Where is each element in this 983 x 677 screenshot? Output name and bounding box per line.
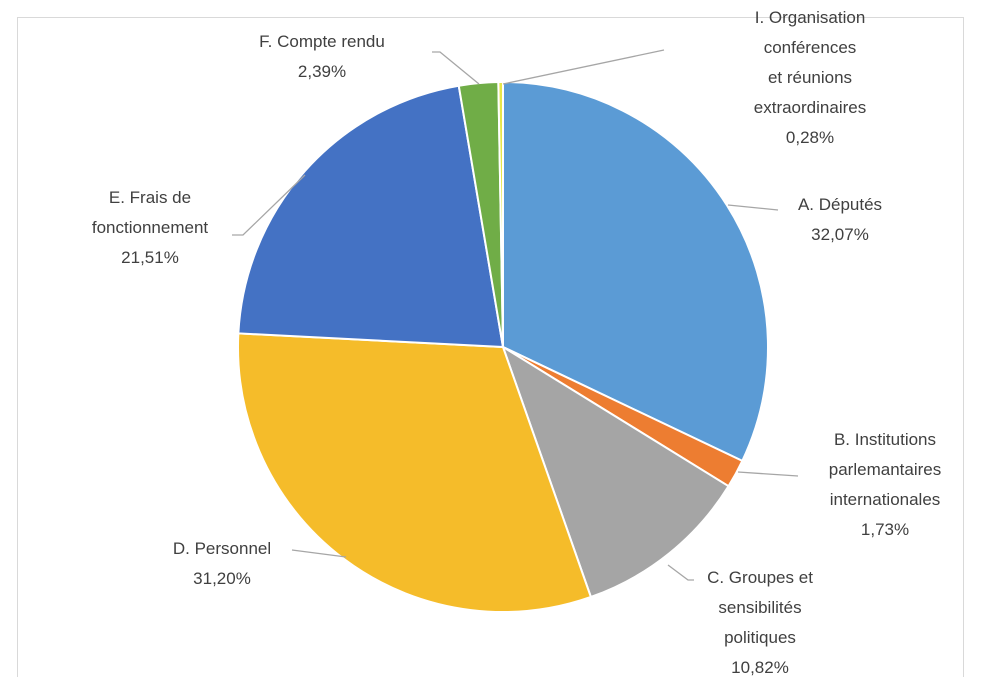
leader-line xyxy=(667,564,694,581)
chart-frame xyxy=(17,17,964,677)
leader-line xyxy=(232,174,306,236)
leader-line xyxy=(502,49,665,85)
value-label: 1,73% xyxy=(860,520,910,539)
pie-slice xyxy=(501,344,730,599)
leader-lines xyxy=(232,49,799,581)
value-label: 10,82% xyxy=(731,658,789,677)
pie-slice xyxy=(502,80,769,463)
data-label: A. Députés 32,07% xyxy=(798,190,882,250)
data-label: I. Organisation conférences et réunions … xyxy=(724,3,897,153)
data-label: E. Frais de fonctionnement 21,51% xyxy=(92,183,208,273)
value-label: 2,39% xyxy=(297,62,347,81)
category-label: I. Organisation conférences et réunions … xyxy=(753,8,867,117)
leader-line xyxy=(432,51,480,85)
category-label: F. Compte rendu xyxy=(259,32,385,51)
value-label: 31,20% xyxy=(193,569,251,588)
category-label: E. Frais de fonctionnement xyxy=(91,188,209,237)
pie-slice xyxy=(497,80,504,348)
leader-line xyxy=(291,549,347,558)
category-label: A. Députés xyxy=(797,195,883,214)
category-label: D. Personnel xyxy=(172,539,272,558)
category-label: C. Groupes et sensibilités politiques xyxy=(707,568,813,647)
value-label: 32,07% xyxy=(811,225,869,244)
data-label: C. Groupes et sensibilités politiques 10,… xyxy=(707,563,813,677)
pie-slice xyxy=(237,84,505,349)
data-label: B. Institutions parlemantaires internati… xyxy=(829,425,941,545)
pie-slice xyxy=(237,332,593,613)
data-label: D. Personnel 31,20% xyxy=(173,534,271,594)
data-label: F. Compte rendu 2,39% xyxy=(259,27,385,87)
value-label: 21,51% xyxy=(121,248,179,267)
leader-line xyxy=(727,204,779,211)
value-label: 0,28% xyxy=(785,128,835,147)
leader-line xyxy=(737,471,799,477)
category-label: B. Institutions parlemantaires internati… xyxy=(828,430,942,509)
